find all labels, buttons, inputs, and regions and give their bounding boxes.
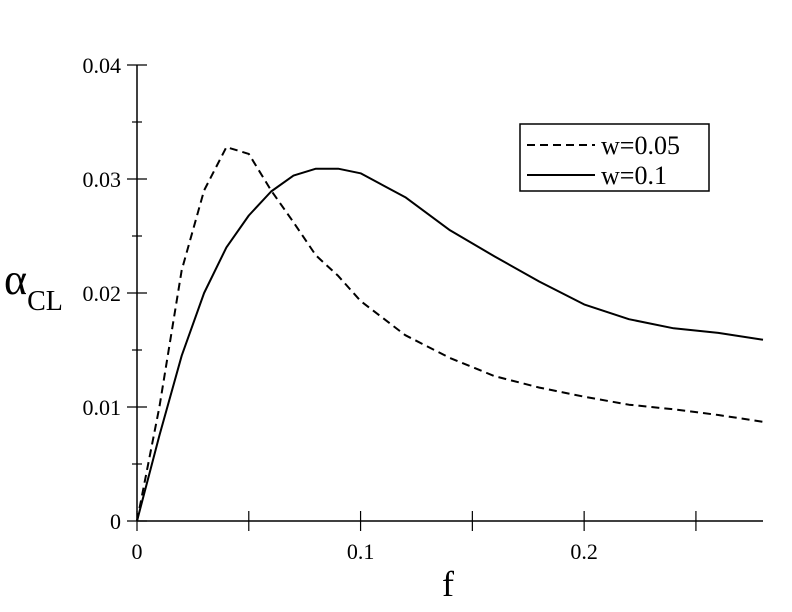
y-tick-label-4: 0.04 — [83, 53, 122, 78]
series-layer — [136, 146, 764, 522]
y-axis-title-symbol: α — [4, 255, 27, 304]
x-axis-title: f — [442, 564, 454, 604]
series-line-0 — [136, 146, 764, 522]
y-axis-title: αCL — [4, 255, 63, 317]
legend: w=0.05 w=0.1 — [519, 123, 710, 192]
y-tick-label-3: 0.03 — [83, 167, 122, 192]
y-tick-label-2: 0.02 — [83, 281, 122, 306]
series-line-1 — [136, 167, 764, 522]
legend-label-w01: w=0.1 — [601, 161, 667, 190]
x-tick-label-1: 0.1 — [347, 539, 375, 564]
y-tick-label-1: 0.01 — [83, 395, 122, 420]
y-tick-label-0: 0 — [110, 509, 121, 534]
x-tick-label-0: 0 — [132, 539, 143, 564]
ticks-layer — [127, 64, 697, 531]
legend-box — [519, 123, 710, 192]
y-axis-title-subscript: CL — [27, 286, 63, 317]
tick-labels-layer: 0 0.01 0.02 0.03 0.04 0 0.1 0.2 — [83, 53, 598, 564]
legend-label-w005: w=0.05 — [601, 131, 680, 160]
x-tick-label-2: 0.2 — [570, 539, 598, 564]
